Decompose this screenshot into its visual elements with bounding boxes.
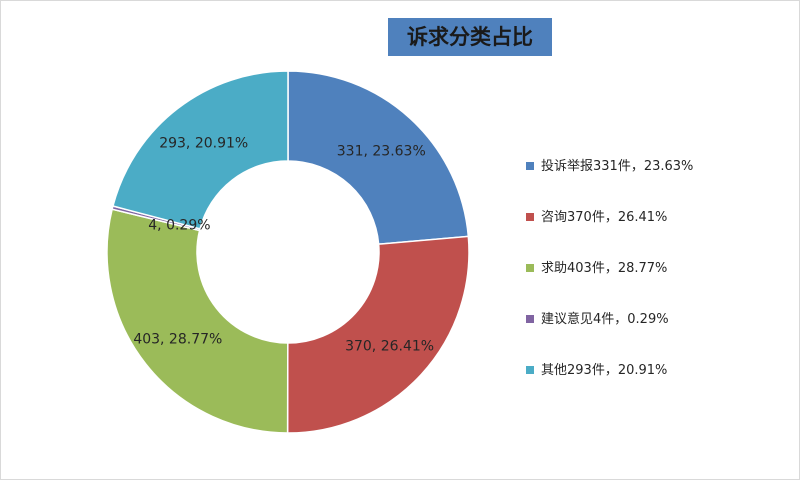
legend-item-3: 求助403件，28.77% (526, 261, 786, 312)
legend-swatch-3 (526, 263, 534, 272)
legend-swatch-4 (526, 314, 534, 323)
legend-label-4: 建议意见4件，0.29% (541, 312, 669, 327)
legend-swatch-1 (526, 161, 534, 170)
slice-label-4: 4, 0.29% (148, 218, 210, 234)
donut-slice-5 (112, 70, 289, 230)
slice-labels: 331, 23.63% 370, 26.41% 403, 28.77% 4, 0.29… (133, 136, 434, 355)
slice-label-5: 293, 20.91% (159, 136, 248, 152)
donut-slices (106, 70, 470, 434)
slice-label-1: 331, 23.63% (337, 143, 426, 159)
legend-item-5: 其他293件，20.91% (526, 363, 786, 414)
slice-label-3: 403, 28.77% (133, 331, 222, 347)
donut-slice-1 (287, 70, 470, 245)
legend-label-5: 其他293件，20.91% (541, 363, 668, 378)
legend-item-2: 咨询370件，26.41% (526, 210, 786, 261)
donut-slice-3 (106, 208, 289, 434)
legend-item-4: 建议意见4件，0.29% (526, 312, 786, 363)
legend-swatch-2 (526, 212, 534, 221)
chart-legend: 投诉举报331件，23.63% 咨询370件，26.41% 求助403件，28.77… (526, 159, 786, 414)
legend-label-3: 求助403件，28.77% (541, 261, 668, 276)
legend-label-1: 投诉举报331件，23.63% (541, 159, 694, 174)
legend-swatch-5 (526, 365, 534, 374)
chart-title: 诉求分类占比 (388, 18, 552, 56)
slice-label-2: 370, 26.41% (345, 338, 434, 354)
legend-item-1: 投诉举报331件，23.63% (526, 159, 786, 210)
legend-label-2: 咨询370件，26.41% (541, 210, 668, 225)
donut-slice-2 (286, 235, 470, 434)
